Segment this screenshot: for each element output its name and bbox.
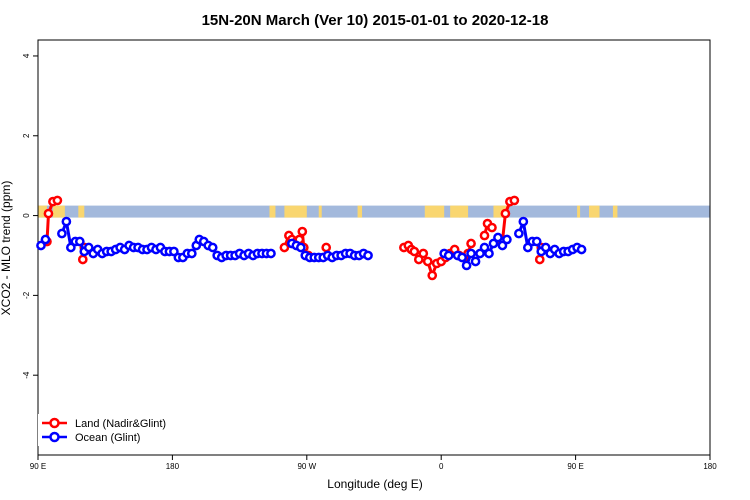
- x-tick-label: 90 E: [567, 462, 583, 471]
- data-point: [475, 248, 485, 259]
- data-point: [207, 242, 218, 253]
- data-point: [484, 248, 494, 259]
- land-segment: [493, 205, 507, 218]
- data-point: [502, 234, 512, 245]
- series-ocean: [36, 216, 587, 271]
- y-tick-label: -2: [22, 291, 31, 299]
- legend-box: [38, 414, 186, 446]
- legend-label-land: Land (Nadir&Glint): [75, 418, 166, 430]
- x-tick-label: 180: [703, 462, 717, 471]
- data-point: [321, 242, 332, 253]
- land-segment: [577, 205, 581, 218]
- data-point: [52, 195, 63, 206]
- data-point: [413, 254, 424, 265]
- data-point: [488, 238, 499, 249]
- legend-marker-land: [49, 417, 60, 429]
- x-axis-label: Longitude (deg E): [327, 477, 422, 491]
- data-point: [169, 246, 179, 257]
- legend-label-ocean: Ocean (Glint): [75, 432, 140, 444]
- data-point: [534, 254, 545, 265]
- land-segment: [318, 205, 322, 218]
- land-segment: [52, 205, 65, 218]
- data-point: [497, 240, 508, 251]
- data-point: [409, 246, 420, 257]
- ocean-band: [38, 205, 710, 218]
- data-point: [461, 260, 472, 271]
- data-point: [363, 250, 373, 261]
- data-point: [487, 222, 497, 233]
- data-point: [522, 242, 533, 253]
- data-point: [295, 242, 306, 253]
- data-point: [479, 242, 490, 253]
- data-point: [518, 216, 529, 227]
- data-point: [418, 248, 429, 259]
- land-segment: [589, 205, 600, 218]
- data-point: [443, 250, 454, 261]
- data-point: [74, 236, 85, 247]
- y-tick-label: -4: [22, 371, 31, 379]
- x-tick-label: 0: [439, 462, 444, 471]
- data-point: [83, 242, 94, 253]
- data-point: [43, 208, 54, 219]
- land-segment: [78, 205, 85, 218]
- data-point: [466, 238, 476, 249]
- data-point: [509, 195, 520, 206]
- data-point: [466, 248, 476, 259]
- x-tick-label: 90 E: [30, 462, 46, 471]
- data-point: [479, 230, 490, 241]
- data-point: [61, 216, 72, 227]
- data-point: [77, 254, 88, 265]
- x-tick-label: 180: [166, 462, 180, 471]
- land-segment: [450, 205, 461, 218]
- data-point: [66, 242, 76, 253]
- ocean-land-band: [38, 205, 710, 218]
- x-tick-label: 90 W: [297, 462, 316, 471]
- data-point: [427, 270, 438, 281]
- legend: Land (Nadir&Glint) Ocean (Glint): [38, 414, 186, 446]
- data-point: [36, 240, 46, 251]
- data-point: [422, 256, 433, 267]
- y-axis-label: XCO2 - MLO trend (ppm): [0, 181, 13, 316]
- y-tick-label: 4: [22, 53, 31, 58]
- data-point: [279, 242, 290, 253]
- data-point: [186, 248, 197, 259]
- land-segment: [459, 205, 469, 218]
- land-segment: [357, 205, 363, 218]
- data-point: [493, 232, 503, 243]
- y-tick-label: 0: [22, 213, 31, 218]
- legend-marker-ocean: [49, 431, 60, 443]
- data-point: [470, 256, 481, 267]
- data-point: [266, 248, 276, 259]
- land-segment: [284, 205, 307, 218]
- land-segment: [612, 205, 618, 218]
- data-point: [576, 244, 587, 255]
- land-segment: [38, 205, 47, 218]
- series-layer: [36, 195, 587, 281]
- y-tick-label: 2: [22, 133, 31, 138]
- data-point: [40, 234, 51, 245]
- chart-title: 15N-20N March (Ver 10) 2015-01-01 to 202…: [202, 12, 549, 29]
- data-point: [500, 208, 511, 219]
- data-point: [540, 242, 551, 253]
- data-point: [514, 228, 524, 239]
- data-point: [531, 236, 542, 247]
- data-point: [57, 228, 67, 239]
- series-land: [42, 195, 547, 281]
- land-segment: [424, 205, 445, 218]
- land-segment: [269, 205, 276, 218]
- data-point: [457, 252, 467, 263]
- data-point: [297, 226, 308, 237]
